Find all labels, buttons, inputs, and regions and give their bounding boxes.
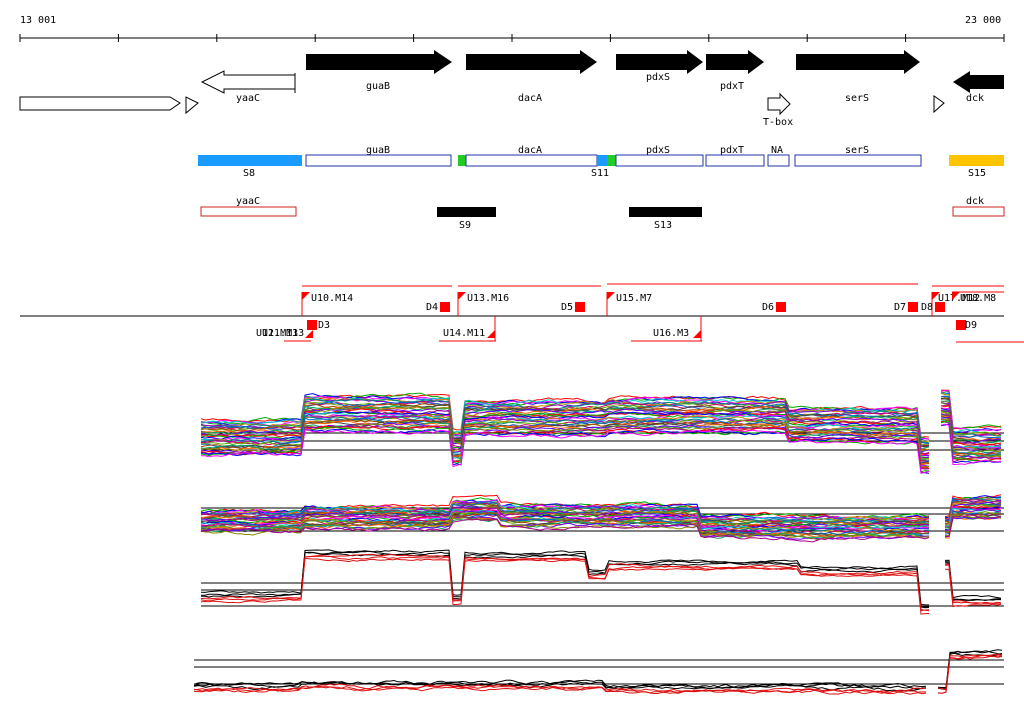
gene-arrow-pdxT[interactable] (706, 50, 764, 74)
segment-S15[interactable] (949, 155, 1004, 166)
feature-flag[interactable]: U15.M7 (606, 292, 652, 316)
terminator-icon (185, 96, 199, 115)
segment-serS[interactable] (794, 154, 922, 167)
expression-track-2 (200, 494, 1004, 543)
feature-track: U10.M14 U13.M16 U15.M7 U17.M12 U18.M8 D4 (20, 283, 1024, 343)
feature-label: U11.M13 (262, 328, 304, 339)
terminator-marker[interactable]: D5 (561, 302, 585, 313)
segment-NA[interactable] (767, 154, 790, 167)
segment-track-2: yaaC S9 S13 dck (200, 196, 1005, 231)
segment-label-NA: NA (771, 145, 783, 156)
gene-arrow-dacA[interactable] (466, 50, 597, 74)
feature-label: U16.M3 (653, 328, 689, 339)
gene-label-pdxT: pdxT (720, 81, 744, 92)
feature-label: U17.M12 (938, 293, 980, 304)
segment-label-pdxT: pdxT (720, 145, 744, 156)
feature-label: U15.M7 (616, 293, 652, 304)
segment-label-S13: S13 (654, 220, 672, 231)
feature-flag-reverse[interactable]: U11.M13 (262, 328, 313, 339)
segment-label-S8: S8 (243, 168, 255, 179)
terminator-marker[interactable]: D7 (894, 302, 918, 313)
segment-dck[interactable] (952, 206, 1005, 217)
segment-label-guaB: guaB (366, 145, 390, 156)
segment-label-dck: dck (966, 196, 984, 207)
segment-label-S9: S9 (459, 220, 471, 231)
feature-label: D5 (561, 302, 573, 313)
terminator-icon (933, 95, 945, 114)
expression-track-4 (193, 649, 1004, 695)
feature-label: D6 (762, 302, 774, 313)
feature-label: D9 (965, 320, 977, 331)
segment-track-1: S8 guaB dacA S11 pdxS pdxT NA serS S15 (198, 145, 1004, 179)
terminator-marker[interactable]: D3 (307, 320, 330, 331)
feature-label: U18.M8 (960, 293, 996, 304)
terminator-marker[interactable]: D4 (426, 302, 450, 313)
feature-label: U13.M16 (467, 293, 509, 304)
riboswitch-label: T-box (763, 117, 793, 128)
segment-yaaC[interactable] (200, 206, 297, 217)
segment-marker (607, 155, 616, 166)
segment-dacA[interactable] (465, 154, 598, 167)
segment-label-S11: S11 (591, 168, 609, 179)
gene-label-pdxS: pdxS (646, 72, 670, 83)
segment-guaB[interactable] (305, 154, 452, 167)
feature-label: D3 (318, 320, 330, 331)
segment-label-pdxS: pdxS (646, 145, 670, 156)
expression-track-1 (200, 389, 1004, 474)
segment-S9[interactable] (437, 207, 496, 217)
gene-arrow-yaaC[interactable] (200, 70, 296, 94)
terminator-marker[interactable]: D8 (921, 302, 945, 313)
gene-arrow-serS[interactable] (796, 50, 920, 74)
gene-label-yaaC: yaaC (236, 93, 260, 104)
segment-S13[interactable] (629, 207, 702, 217)
expression-track-3 (200, 549, 1004, 615)
feature-flag[interactable]: U10.M14 (301, 292, 353, 316)
feature-flag-reverse[interactable]: U12.M13 (256, 328, 298, 339)
tbox-arrow-icon[interactable] (767, 92, 791, 116)
segment-label-dacA: dacA (518, 145, 542, 156)
terminator-marker[interactable]: D9 (956, 320, 977, 331)
feature-label: D7 (894, 302, 906, 313)
feature-flag-reverse[interactable]: U16.M3 (653, 316, 702, 341)
ruler-end-label: 23 000 (965, 15, 1001, 26)
gene-arrow[interactable] (19, 96, 181, 111)
gene-arrow-dck[interactable] (953, 71, 1004, 93)
segment-pdxT[interactable] (705, 154, 765, 167)
feature-label: U10.M14 (311, 293, 353, 304)
segment-label-S15: S15 (968, 168, 986, 179)
segment-marker (458, 155, 466, 166)
feature-label: D4 (426, 302, 438, 313)
feature-label: U14.M11 (443, 328, 485, 339)
gene-arrow-guaB[interactable] (306, 50, 452, 74)
feature-flag[interactable]: U17.M12 (931, 292, 980, 316)
gene-label-serS: serS (845, 93, 869, 104)
segment-label-yaaC: yaaC (236, 196, 260, 207)
ruler-start-label: 13 001 (20, 15, 56, 26)
gene-label-dacA: dacA (518, 93, 542, 104)
coordinate-ruler: 13 001 23 000 (19, 15, 1005, 42)
segment-S8[interactable] (198, 155, 302, 166)
gene-track: yaaC guaB dacA pdxS pdxT T-box serS dck (19, 50, 1004, 128)
feature-flag-reverse[interactable]: U14.M11 (443, 316, 496, 341)
gene-label-guaB: guaB (366, 81, 390, 92)
gene-label-dck: dck (966, 93, 984, 104)
gene-arrow-pdxS[interactable] (616, 50, 703, 74)
feature-flag[interactable]: U18.M8 (952, 292, 996, 304)
segment-S11[interactable] (597, 155, 607, 166)
feature-label: D8 (921, 302, 933, 313)
terminator-marker[interactable]: D6 (762, 302, 786, 313)
feature-flag[interactable]: U13.M16 (457, 292, 509, 316)
segment-pdxS[interactable] (615, 154, 704, 167)
segment-label-serS: serS (845, 145, 869, 156)
feature-label: U12.M13 (256, 328, 298, 339)
